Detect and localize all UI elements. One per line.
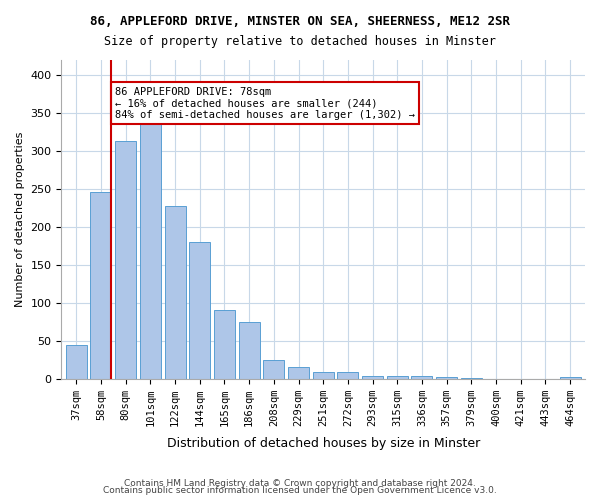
Text: Contains HM Land Registry data © Crown copyright and database right 2024.: Contains HM Land Registry data © Crown c… (124, 478, 476, 488)
Text: Size of property relative to detached houses in Minster: Size of property relative to detached ho… (104, 35, 496, 48)
Bar (337, 372, 358, 378)
Bar (412, 376, 433, 378)
Text: 86 APPLEFORD DRIVE: 78sqm
← 16% of detached houses are smaller (244)
84% of semi: 86 APPLEFORD DRIVE: 78sqm ← 16% of detac… (115, 86, 415, 120)
Bar (313, 372, 334, 378)
Bar (66, 346, 87, 378)
Bar (164, 206, 185, 378)
Bar (436, 377, 457, 378)
Y-axis label: Number of detached properties: Number of detached properties (15, 132, 25, 307)
Text: Contains public sector information licensed under the Open Government Licence v3: Contains public sector information licen… (103, 486, 497, 495)
Bar (189, 242, 210, 378)
Bar (115, 141, 136, 378)
Bar (91, 192, 112, 378)
Bar (387, 376, 408, 378)
Text: 86, APPLEFORD DRIVE, MINSTER ON SEA, SHEERNESS, ME12 2SR: 86, APPLEFORD DRIVE, MINSTER ON SEA, SHE… (90, 15, 510, 28)
Bar (560, 377, 581, 378)
Bar (140, 124, 161, 378)
Bar (263, 360, 284, 378)
Bar (362, 376, 383, 378)
X-axis label: Distribution of detached houses by size in Minster: Distribution of detached houses by size … (167, 437, 480, 450)
Bar (288, 366, 309, 378)
Bar (214, 310, 235, 378)
Bar (239, 322, 260, 378)
